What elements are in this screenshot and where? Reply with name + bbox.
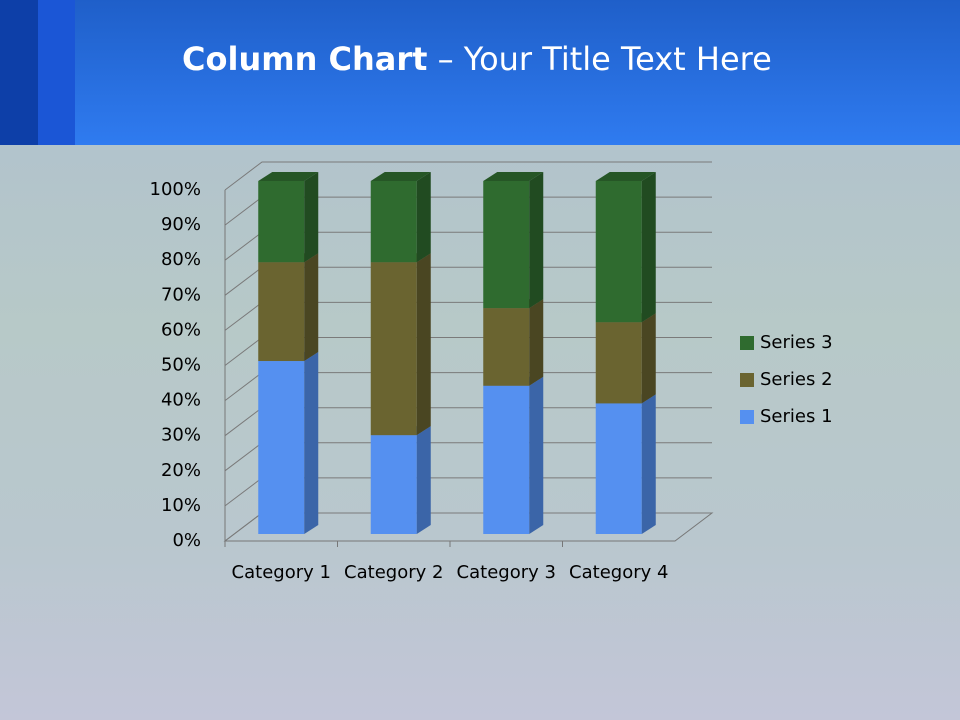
x-tick-label: Category 1	[231, 562, 331, 583]
y-tick-label: 30%	[161, 425, 201, 446]
x-tick-label: Category 2	[344, 562, 444, 583]
bar-side	[529, 376, 544, 534]
bar-top	[370, 172, 431, 181]
bar	[370, 435, 417, 534]
bar	[595, 322, 642, 404]
y-tick-label: 60%	[161, 319, 201, 340]
y-tick-label: 10%	[161, 495, 201, 516]
grid-line	[224, 161, 712, 191]
bar-side	[304, 352, 319, 534]
bar-top	[483, 172, 544, 181]
title-rest: – Your Title Text Here	[437, 40, 772, 78]
x-tick-label: Category 4	[569, 562, 669, 583]
bar-side	[416, 426, 431, 534]
bar-side	[304, 253, 319, 362]
bar	[258, 181, 305, 263]
title-bold: Column Chart	[182, 40, 428, 78]
bar	[595, 181, 642, 323]
header-band	[0, 0, 960, 145]
header-accent	[0, 0, 38, 145]
y-tick-label: 20%	[161, 460, 201, 481]
bar	[258, 262, 305, 362]
bar	[483, 385, 530, 534]
bar-side	[416, 253, 431, 436]
legend-swatch	[740, 336, 754, 350]
bar	[483, 308, 530, 386]
slide-title: Column Chart – Your Title Text Here	[182, 40, 772, 78]
bar-side	[641, 313, 656, 404]
x-tick-label: Category 3	[456, 562, 556, 583]
bar	[258, 361, 305, 534]
bar-side	[641, 172, 656, 323]
y-tick-label: 40%	[161, 390, 201, 411]
y-tick-label: 80%	[161, 249, 201, 270]
legend-label: Series 1	[760, 406, 833, 427]
bar	[370, 262, 417, 436]
bar-top	[595, 172, 656, 181]
bar	[483, 181, 530, 309]
y-tick-label: 100%	[150, 179, 201, 200]
legend-label: Series 3	[760, 332, 833, 353]
legend-swatch	[740, 373, 754, 387]
bar	[595, 403, 642, 534]
y-tick-label: 90%	[161, 214, 201, 235]
y-tick-label: 70%	[161, 284, 201, 305]
bar-side	[416, 172, 431, 263]
bar-side	[641, 394, 656, 534]
legend-label: Series 2	[760, 369, 833, 390]
legend-swatch	[740, 410, 754, 424]
y-tick-label: 50%	[161, 355, 201, 376]
bar-side	[304, 172, 319, 263]
bar-side	[529, 172, 544, 309]
y-tick-label: 0%	[172, 530, 201, 551]
bar-side	[529, 299, 544, 386]
bar-top	[258, 172, 319, 181]
header-accent	[38, 0, 75, 145]
bar	[370, 181, 417, 263]
